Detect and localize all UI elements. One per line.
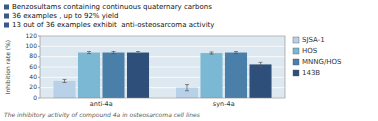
bullet-marker [4, 5, 9, 10]
error-cap [210, 54, 214, 55]
bar [127, 53, 149, 98]
plot-frame [40, 36, 285, 98]
x-tick-label: anti-4a [90, 100, 113, 108]
error-cap [63, 79, 67, 80]
legend-label: MNNG/HOS [302, 58, 342, 66]
grid-line [40, 67, 285, 68]
error-bar [63, 79, 67, 82]
grid-line [40, 77, 285, 78]
error-bar [87, 52, 91, 54]
legend-label: 143B [302, 69, 320, 77]
bar [102, 53, 124, 98]
error-bar [210, 52, 214, 54]
grid-line [40, 56, 285, 57]
error-line [260, 62, 261, 66]
bullet-text: 13 out of 36 examples exhibit anti-osteo… [12, 21, 214, 29]
error-cap [234, 51, 238, 52]
error-cap [112, 53, 116, 54]
legend-label: HOS [302, 47, 318, 55]
error-bar [234, 52, 238, 54]
error-cap [136, 51, 140, 52]
legend-label: SJSA-1 [302, 36, 325, 44]
y-axis-label: Inhibition rate (%) [4, 40, 11, 94]
legend-swatch [293, 48, 299, 54]
error-line [187, 85, 188, 91]
legend-swatch [293, 70, 299, 76]
bullet-text: Benzosultams containing continuous quate… [12, 3, 212, 11]
error-bar [259, 62, 263, 66]
bullet-marker [4, 23, 9, 28]
tick-label: 80 [29, 52, 37, 59]
legend-swatch [293, 37, 299, 43]
error-cap [185, 90, 189, 91]
error-bar [185, 85, 189, 91]
error-cap [87, 51, 91, 52]
error-cap [185, 84, 189, 85]
error-cap [234, 53, 238, 54]
error-line [64, 79, 65, 82]
error-cap [87, 53, 91, 54]
error-bar [112, 52, 116, 54]
tick-label: 20 [29, 83, 37, 90]
error-cap [63, 82, 67, 83]
bars [53, 52, 271, 99]
bar [78, 53, 100, 98]
bullet-marker [4, 14, 9, 19]
tick-label: 0 [33, 94, 37, 101]
tick-label: 100 [26, 42, 38, 49]
bar [249, 64, 271, 98]
plot-background [40, 36, 285, 98]
error-cap [136, 53, 140, 54]
tick-label: 60 [29, 63, 37, 70]
error-bar [136, 52, 140, 54]
error-cap [112, 51, 116, 52]
grid-line [40, 87, 285, 88]
bar [53, 81, 75, 98]
bar [200, 53, 222, 98]
error-cap [259, 62, 263, 63]
error-cap [259, 66, 263, 67]
bullet-text: 36 examples , up to 92% yield [12, 12, 119, 20]
legend-swatch [293, 59, 299, 65]
chart: Benzosultams containing continuous quate… [0, 0, 378, 121]
grid-line [40, 46, 285, 47]
bar [225, 53, 247, 98]
tick-label: 120 [26, 32, 38, 39]
tick-label: 40 [29, 73, 37, 80]
error-cap [210, 52, 214, 53]
footnote: The inhibitory activity of compound 4a i… [4, 111, 200, 119]
x-tick-label: syn-4a [213, 100, 235, 108]
